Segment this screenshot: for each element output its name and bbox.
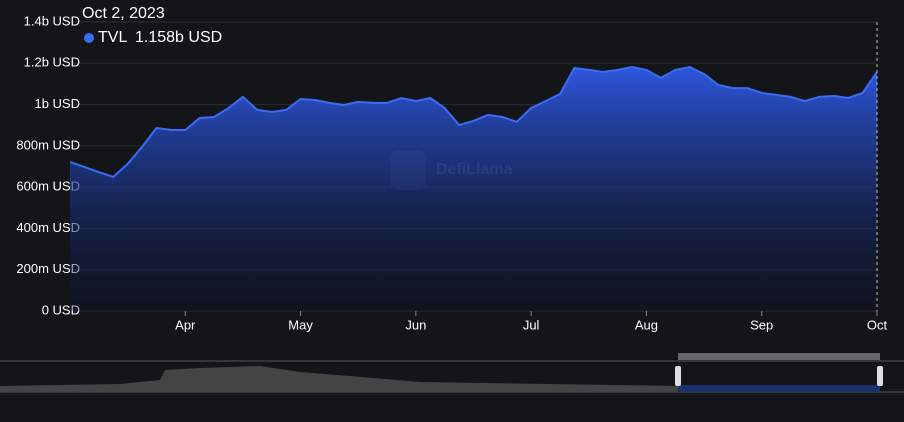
x-tick-label: May <box>288 317 313 332</box>
legend-name: TVL <box>98 29 127 46</box>
area-fill <box>70 67 877 311</box>
y-tick-label: 400m USD <box>16 220 80 235</box>
legend-value: 1.158b USD <box>135 29 222 46</box>
line <box>69 65 878 179</box>
x-tick-label: Jun <box>405 317 426 332</box>
brush-handle-right[interactable] <box>877 366 883 386</box>
hover-date: Oct 2, 2023 <box>82 5 165 22</box>
legend-dot <box>84 33 94 43</box>
x-tick-label: Jul <box>523 317 540 332</box>
brush-handle-left[interactable] <box>675 366 681 386</box>
range-brush[interactable] <box>0 353 904 393</box>
x-tick-label: Apr <box>175 317 196 332</box>
brush-preview <box>0 366 680 392</box>
brush-slider[interactable] <box>678 353 880 360</box>
x-tick-label: Aug <box>635 317 658 332</box>
y-tick-label: 1.4b USD <box>24 13 80 28</box>
y-tick-label: 800m USD <box>16 137 80 152</box>
y-tick-label: 1b USD <box>34 96 80 111</box>
y-tick-label: 200m USD <box>16 261 80 276</box>
y-tick-label: 600m USD <box>16 179 80 194</box>
x-tick-label: Sep <box>750 317 773 332</box>
brush-window <box>678 385 880 392</box>
y-tick-label: 1.2b USD <box>24 55 80 70</box>
x-tick-label: Oct <box>867 317 888 332</box>
